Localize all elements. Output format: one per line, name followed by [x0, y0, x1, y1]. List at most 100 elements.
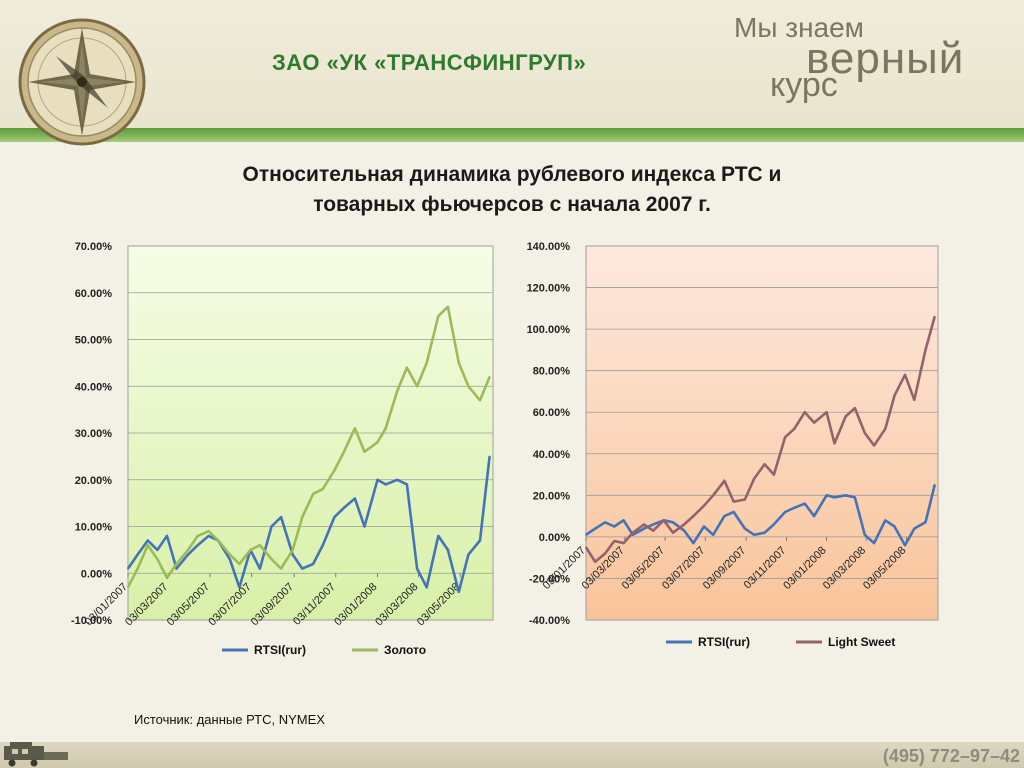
data-point [863, 533, 866, 536]
data-point [662, 519, 665, 522]
data-point [207, 530, 210, 533]
data-point [873, 444, 875, 447]
data-point [604, 521, 607, 524]
chart-rtsi-gold: -10.00% 0.00% 10.00% 20.00% 30.00% 40.00% 50.0… [71, 241, 494, 657]
data-point [166, 577, 168, 579]
data-point [604, 552, 607, 555]
y-tick-label: 60.00% [533, 407, 571, 419]
slogan: Мы знаем верный курс [734, 12, 984, 104]
y-tick-label: 100.00% [527, 324, 571, 336]
data-point [813, 421, 815, 424]
data-point [833, 442, 836, 445]
data-point [488, 376, 491, 378]
data-point [446, 548, 449, 551]
data-point [446, 305, 449, 308]
y-tick-label: 40.00% [533, 449, 571, 461]
y-tick-label: 140.00% [527, 241, 571, 253]
data-point [683, 523, 686, 526]
data-point [854, 407, 856, 409]
y-tick-label: 40.00% [75, 381, 113, 393]
source-note: Источник: данные РТС, NYMEX [134, 712, 325, 727]
data-point [376, 441, 379, 444]
data-point [672, 531, 674, 534]
data-point [652, 523, 655, 526]
data-point [196, 544, 199, 547]
data-point [416, 385, 419, 388]
company-name: ЗАО «УК «ТРАНСФИНГРУП» [272, 50, 587, 75]
data-point [249, 548, 252, 551]
data-point [146, 544, 149, 547]
data-point [425, 361, 428, 364]
data-point [343, 450, 345, 453]
data-point [844, 494, 847, 497]
data-point [196, 534, 199, 537]
slogan-line1: Мы знаем [734, 12, 864, 43]
data-point [863, 432, 866, 434]
data-point [437, 315, 440, 318]
y-tick-label: 10.00% [75, 522, 113, 534]
data-point [763, 463, 766, 466]
data-point [467, 385, 470, 388]
data-point [772, 473, 775, 476]
data-point [622, 542, 625, 545]
y-tick-label: 70.00% [75, 241, 113, 253]
data-point [416, 567, 419, 570]
data-point [467, 553, 470, 556]
data-point [396, 478, 399, 481]
slogan-line3: курс [770, 66, 838, 104]
y-tick-label: 0.00% [81, 568, 112, 580]
data-point [259, 544, 261, 547]
data-point [825, 494, 828, 497]
y-tick-label: 120.00% [527, 283, 571, 295]
data-point [291, 548, 294, 551]
data-point [692, 542, 695, 545]
data-point [772, 523, 775, 526]
data-point [321, 488, 324, 490]
legend-label: Light Sweet [828, 635, 895, 649]
data-point [723, 479, 726, 482]
plot-area [585, 245, 939, 621]
data-point [238, 586, 241, 589]
data-point [187, 548, 190, 551]
data-point [354, 427, 356, 430]
data-point [405, 366, 408, 369]
data-point [884, 427, 887, 430]
data-point [793, 427, 796, 430]
data-point [333, 516, 336, 519]
data-point [703, 504, 705, 507]
y-tick-label: -10.00% [71, 615, 112, 627]
legend-label: RTSI(rur) [698, 635, 750, 649]
y-tick-label: -40.00% [529, 615, 570, 627]
data-point [723, 515, 726, 518]
data-point [652, 529, 655, 532]
data-point [622, 519, 625, 522]
data-point [376, 478, 379, 481]
data-point [613, 540, 616, 542]
data-point [643, 523, 645, 526]
data-point [425, 586, 428, 589]
data-point [893, 394, 896, 397]
data-point [228, 553, 231, 556]
data-point [873, 542, 875, 545]
data-point [933, 484, 936, 486]
chart-rtsi-oil: -40.00% -20.00% 0.00% 20.00% 40.00% 60.00% 80.… [527, 241, 939, 649]
data-point [893, 525, 896, 528]
data-point [175, 563, 178, 565]
data-point [784, 436, 786, 439]
data-point [712, 494, 715, 497]
data-point [156, 548, 159, 551]
data-point [136, 553, 139, 556]
data-point [712, 533, 715, 536]
data-point [913, 527, 916, 530]
y-tick-label: -20.00% [529, 573, 570, 585]
data-point [259, 567, 261, 570]
data-point [743, 498, 746, 501]
slide-title-line1: Относительная динамика рублевого индекса… [242, 163, 782, 186]
data-point [166, 534, 168, 537]
data-point [384, 427, 387, 430]
data-point [803, 411, 806, 414]
data-point [732, 511, 735, 513]
data-point [585, 546, 587, 549]
data-point [280, 567, 283, 570]
data-point [457, 591, 460, 593]
